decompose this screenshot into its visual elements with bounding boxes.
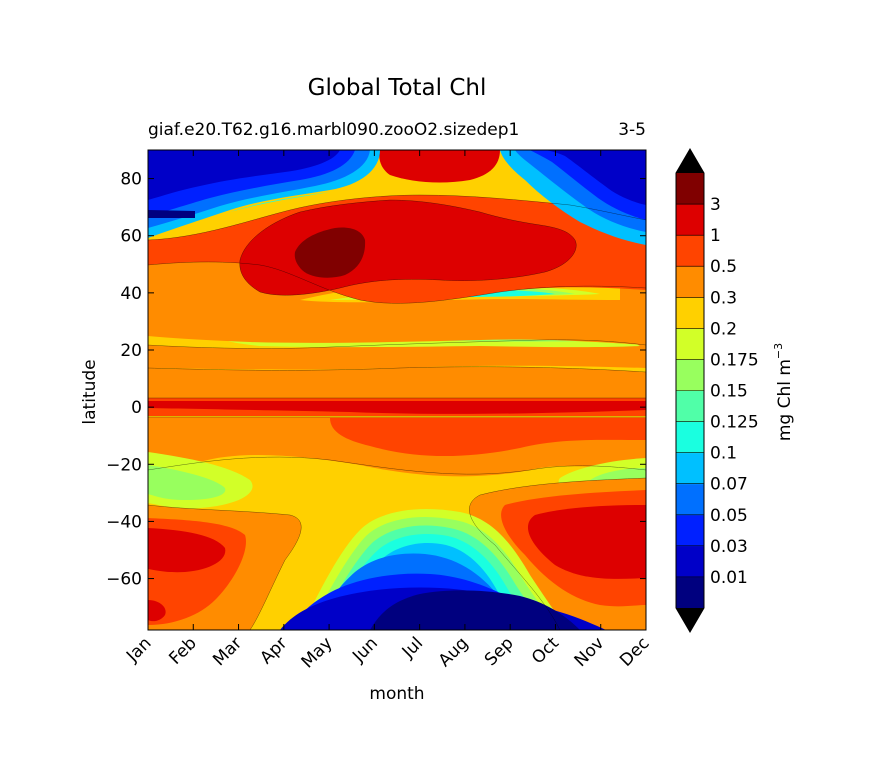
x-tick-label: Mar (209, 633, 246, 670)
colorbar-segment (676, 328, 704, 360)
colorbar-tick-label: 0.05 (710, 506, 748, 526)
colorbar-label-main: mg Chl m (775, 359, 795, 441)
colorbar-over-arrow (676, 149, 704, 173)
x-tick-label: Jul (398, 633, 427, 662)
y-axis: 80 60 40 20 0 −20 −40 −60 (106, 170, 646, 590)
colorbar-outline (675, 148, 705, 633)
colorbar-tick-label: 0.3 (710, 288, 737, 308)
x-tick-label: Jan (122, 633, 155, 666)
y-tick-label: 0 (131, 398, 142, 418)
colorbar-tick-label: 0.175 (710, 350, 759, 370)
colorbar-segment (676, 483, 704, 516)
colorbar-tick-label: 0.03 (710, 537, 748, 557)
colorbar-tick-label: 0.07 (710, 475, 748, 495)
chart-title: Global Total Chl (307, 75, 487, 101)
colorbar-tick-label: 0.15 (710, 382, 748, 402)
x-tick-label: May (298, 633, 337, 672)
y-tick-label: 20 (120, 341, 142, 361)
colorbar-tick-label: 0.5 (710, 257, 737, 277)
plot-frame (147, 149, 647, 631)
x-tick-label: Nov (571, 633, 609, 671)
chart-subtitle: giaf.e20.T62.g16.marbl090.zooO2.sizedep1 (148, 120, 520, 140)
colorbar-segment (676, 204, 704, 236)
colorbar-tick-label: 3 (710, 195, 721, 215)
y-tick-label: 40 (120, 284, 142, 304)
colorbar-segment (676, 514, 704, 547)
x-tick-label: Dec (616, 633, 653, 670)
colorbar-tick-label: 0.01 (710, 568, 748, 588)
colorbar-segment (676, 390, 704, 423)
x-tick-label: Sep (481, 633, 518, 670)
heatmap-field (148, 150, 646, 630)
colorbar-under-arrow (676, 608, 704, 632)
colorbar-segment (676, 266, 704, 298)
colorbar-tick-label: 1 (710, 226, 721, 246)
colorbar-tick-label: 0.2 (710, 319, 737, 339)
colorbar-segment (676, 545, 704, 578)
x-tick-label: Feb (165, 633, 200, 668)
y-axis-label: latitude (80, 359, 100, 424)
colorbar-segment (676, 173, 704, 205)
x-tick-label: Apr (256, 633, 291, 668)
y-tick-label: −60 (106, 570, 142, 590)
colorbar-tick-label: 0.1 (710, 444, 737, 464)
y-tick-label: −40 (106, 512, 142, 532)
season-label: 3-5 (618, 120, 646, 140)
y-tick-label: 80 (120, 170, 142, 190)
y-tick-label: −20 (106, 455, 142, 475)
x-tick-label: Oct (528, 633, 563, 668)
x-axis-label: month (369, 684, 424, 704)
colorbar-segment (676, 359, 704, 391)
colorbar: 0.01 0.03 0.05 0.07 0.1 0.125 0.15 0.175 0.2 0.3 0… (675, 148, 759, 633)
colorbar-segment (676, 421, 704, 454)
y-tick-label: 60 (120, 227, 142, 247)
colorbar-label: mg Chl m−3 (772, 343, 795, 441)
x-tick-label: Aug (435, 633, 473, 671)
colorbar-segment (676, 297, 704, 329)
colorbar-label-exponent: −3 (772, 343, 785, 359)
colorbar-segment (676, 452, 704, 485)
x-tick-label: Jun (348, 633, 382, 667)
colorbar-segment (676, 576, 704, 609)
colorbar-tick-label: 0.125 (710, 413, 759, 433)
colorbar-segment (676, 235, 704, 267)
